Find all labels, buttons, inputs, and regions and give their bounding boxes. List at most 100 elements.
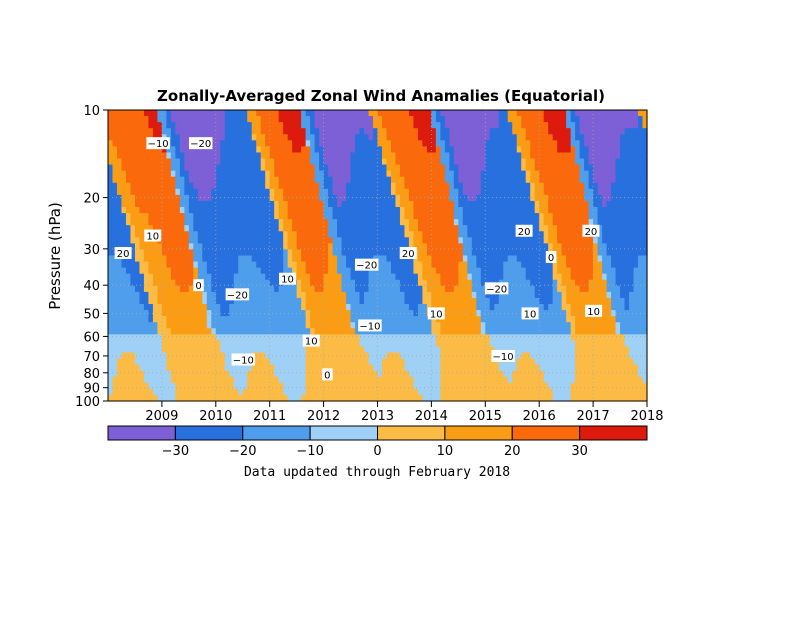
- heatmap-cell: [134, 346, 141, 354]
- heatmap-cell: [359, 152, 365, 160]
- heatmap-cell: [247, 279, 253, 287]
- heatmap-cell: [251, 382, 257, 390]
- heatmap-cell: [148, 279, 154, 287]
- heatmap-cell: [341, 225, 347, 232]
- heatmap-cell: [350, 176, 356, 184]
- heatmap-cell: [193, 243, 199, 251]
- heatmap-cell: [202, 182, 208, 190]
- heatmap-cell: [206, 194, 212, 202]
- heatmap-cell: [238, 128, 244, 135]
- heatmap-cell: [458, 134, 464, 141]
- heatmap-cell: [323, 146, 329, 154]
- heatmap-cell: [561, 207, 567, 214]
- heatmap-cell: [417, 255, 424, 263]
- heatmap-cell: [238, 146, 244, 154]
- heatmap-cell: [161, 255, 167, 263]
- heatmap-cell: [242, 255, 248, 263]
- heatmap-cell: [260, 158, 266, 166]
- heatmap-cell: [521, 134, 527, 141]
- heatmap-cell: [152, 213, 159, 220]
- heatmap-cell: [310, 182, 316, 190]
- heatmap-cell: [557, 237, 563, 244]
- heatmap-cell: [337, 207, 343, 214]
- heatmap-cell: [480, 279, 486, 287]
- heatmap-cell: [310, 273, 316, 281]
- heatmap-cell: [170, 328, 176, 335]
- heatmap-cell: [265, 322, 271, 329]
- heatmap-cell: [112, 176, 118, 184]
- heatmap-cell: [489, 316, 495, 323]
- heatmap-cell: [233, 207, 239, 214]
- heatmap-cell: [390, 164, 397, 172]
- heatmap-cell: [408, 158, 415, 166]
- heatmap-cell: [184, 376, 190, 384]
- heatmap-cell: [453, 146, 459, 154]
- heatmap-cell: [328, 237, 334, 244]
- heatmap-cell: [381, 225, 388, 232]
- heatmap-cell: [476, 261, 482, 269]
- heatmap-cell: [328, 219, 334, 226]
- heatmap-cell: [206, 310, 212, 317]
- heatmap-cell: [453, 122, 459, 129]
- heatmap-cell: [485, 243, 491, 251]
- heatmap-cell: [170, 316, 176, 323]
- heatmap-cell: [449, 297, 455, 305]
- heatmap-cell: [530, 188, 536, 196]
- heatmap-cell: [188, 182, 194, 190]
- heatmap-cell: [125, 364, 132, 372]
- heatmap-cell: [224, 182, 230, 190]
- heatmap-cell: [449, 194, 455, 202]
- heatmap-cell: [332, 164, 338, 172]
- heatmap-cell: [121, 370, 127, 378]
- heatmap-cell: [453, 176, 459, 184]
- heatmap-cell: [346, 128, 352, 135]
- heatmap-cell: [296, 376, 302, 384]
- heatmap-cell: [314, 194, 320, 202]
- heatmap-cell: [242, 152, 248, 160]
- heatmap-cell: [170, 128, 176, 135]
- heatmap-cell: [350, 231, 356, 238]
- heatmap-cell: [310, 194, 316, 202]
- heatmap-cell: [453, 255, 459, 263]
- heatmap-cell: [139, 273, 145, 281]
- heatmap-cell: [507, 122, 513, 129]
- heatmap-cell: [476, 158, 482, 166]
- heatmap-cell: [296, 243, 302, 251]
- heatmap-cell: [548, 358, 554, 366]
- heatmap-cell: [368, 394, 374, 402]
- heatmap-cell: [570, 297, 576, 305]
- heatmap-cell: [184, 152, 190, 160]
- heatmap-cell: [494, 164, 500, 172]
- heatmap-cell: [346, 207, 352, 214]
- heatmap-cell: [346, 304, 352, 311]
- heatmap-cell: [390, 370, 397, 378]
- heatmap-cell: [260, 328, 266, 335]
- heatmap-cell: [161, 231, 167, 238]
- heatmap-cell: [211, 328, 217, 335]
- heatmap-cell: [175, 388, 181, 396]
- heatmap-cell: [422, 146, 428, 154]
- heatmap-cell: [373, 370, 379, 378]
- heatmap-cell: [485, 213, 491, 220]
- heatmap-cell: [152, 376, 159, 384]
- heatmap-cell: [229, 310, 235, 317]
- heatmap-cell: [256, 304, 262, 311]
- heatmap-cell: [161, 243, 167, 251]
- heatmap-cell: [211, 291, 217, 299]
- heatmap-cell: [476, 200, 482, 208]
- heatmap-cell: [188, 346, 194, 354]
- heatmap-cell: [242, 249, 248, 257]
- heatmap-cell: [570, 140, 576, 147]
- heatmap-cell: [449, 376, 455, 384]
- heatmap-cell: [166, 334, 172, 341]
- heatmap-cell: [373, 267, 379, 275]
- heatmap-cell: [251, 207, 257, 214]
- heatmap-cell: [314, 225, 320, 232]
- heatmap-cell: [453, 231, 459, 238]
- heatmap-cell: [552, 170, 558, 178]
- heatmap-cell: [381, 370, 388, 378]
- heatmap-cell: [498, 328, 504, 335]
- heatmap-cell: [440, 376, 446, 384]
- heatmap-cell: [426, 164, 432, 172]
- heatmap-cell: [557, 176, 563, 184]
